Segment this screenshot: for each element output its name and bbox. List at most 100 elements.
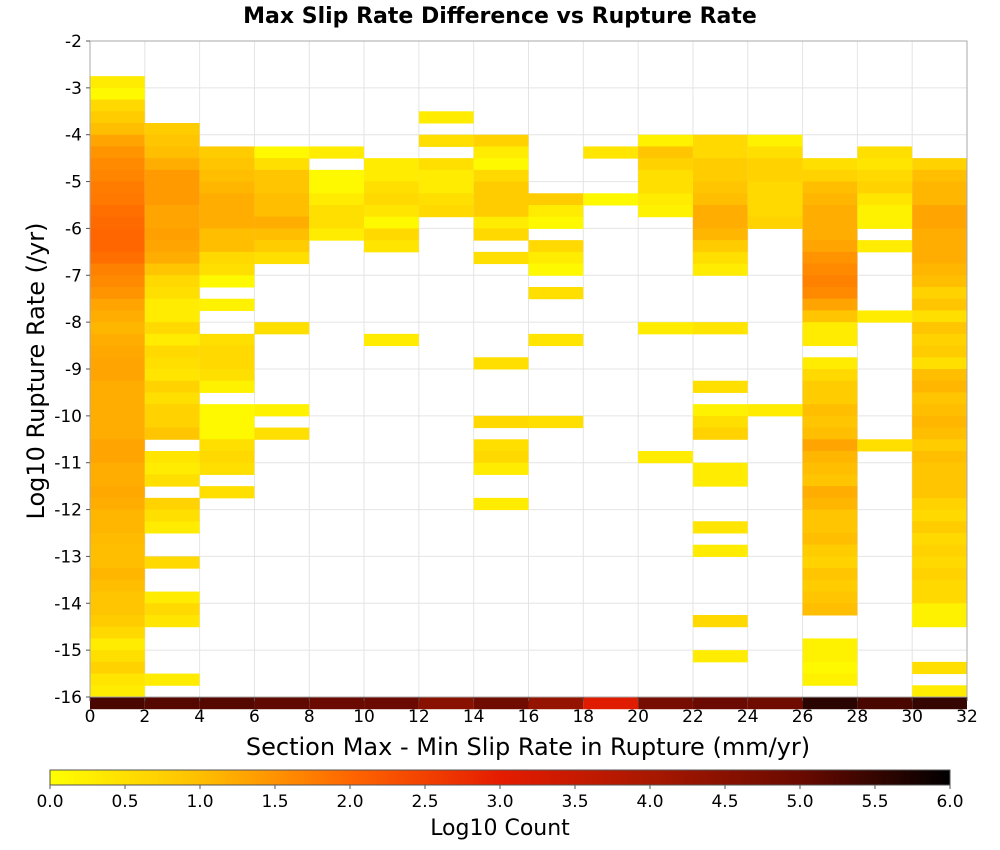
colorbar-tick-label: 0.0: [36, 792, 63, 812]
heatmap-cell: [802, 591, 858, 604]
heatmap-cell: [802, 216, 858, 229]
heatmap-cell: [364, 158, 419, 171]
heatmap-cell: [199, 298, 255, 311]
heatmap-cell: [802, 521, 858, 534]
heatmap-cell: [199, 486, 255, 499]
heatmap-cell: [90, 322, 145, 335]
heatmap-cell: [802, 544, 858, 557]
heatmap-cell: [199, 462, 255, 475]
colorbar-tick-label: 5.5: [861, 792, 888, 812]
heatmap-cell: [528, 240, 584, 253]
heatmap-cell: [912, 603, 967, 616]
heatmap-cell: [254, 169, 310, 183]
heatmap-cell: [144, 298, 200, 311]
heatmap-cell: [144, 462, 200, 475]
heatmap-cell: [144, 392, 200, 405]
x-tick-label: 2: [139, 707, 150, 727]
heatmap-cell: [857, 439, 913, 452]
heatmap-cell: [802, 533, 858, 546]
heatmap-cell: [528, 251, 584, 265]
heatmap-cell: [692, 263, 748, 276]
heatmap-cell: [144, 146, 200, 159]
colorbar-tick-label: 2.5: [411, 792, 438, 812]
heatmap-cell: [254, 240, 310, 253]
heatmap-cell: [802, 357, 858, 370]
heatmap-cell: [90, 380, 145, 393]
x-tick-label: 28: [847, 707, 869, 727]
heatmap-cell: [144, 158, 200, 171]
heatmap-cell: [528, 287, 584, 300]
heatmap-cell: [802, 240, 858, 253]
heatmap-cell: [144, 251, 200, 265]
heatmap-cell: [912, 568, 967, 581]
heatmap-cell: [254, 216, 310, 229]
heatmap-cell: [90, 146, 145, 159]
heatmap-cell: [473, 205, 529, 218]
heatmap-cell: [144, 404, 200, 417]
heatmap-cell: [802, 181, 858, 194]
heatmap-cell: [309, 193, 365, 206]
heatmap-cell: [912, 333, 967, 347]
heatmap-cell: [857, 240, 913, 253]
heatmap-cell: [912, 544, 967, 557]
y-tick-label: -5: [65, 173, 82, 193]
heatmap-cell: [912, 263, 967, 276]
heatmap-cell: [90, 685, 145, 698]
heatmap-cell: [747, 169, 803, 183]
heatmap-cell: [90, 216, 145, 229]
heatmap-cell: [912, 369, 967, 382]
heatmap-cell: [692, 193, 748, 206]
heatmap-cell: [528, 193, 584, 206]
heatmap-cell: [199, 275, 255, 288]
heatmap-cell: [638, 697, 693, 710]
heatmap-cell: [90, 87, 145, 101]
heatmap-cell: [638, 181, 693, 194]
heatmap-cell: [473, 497, 529, 511]
heatmap-cell: [90, 99, 145, 112]
heatmap-cell: [199, 158, 255, 171]
heatmap-cell: [638, 169, 693, 183]
heatmap-cell: [144, 451, 200, 464]
heatmap-cell: [692, 415, 748, 429]
heatmap-cell: [144, 134, 200, 147]
x-tick-label: 8: [304, 707, 315, 727]
heatmap-cell: [199, 697, 255, 710]
heatmap-cell: [473, 169, 529, 183]
x-tick-label: 20: [627, 707, 649, 727]
heatmap-cell: [144, 415, 200, 429]
heatmap-cell: [90, 263, 145, 276]
colorbar-ticks: 0.0 0.5 1.0 1.5 2.0 2.5 3.0 3.5 4.0 4.5 5.0 5.5 6.0: [36, 785, 964, 812]
colorbar-tick-label: 3.0: [486, 792, 513, 812]
colorbar-label: Log10 Count: [430, 816, 570, 841]
x-tick-label: 26: [792, 707, 814, 727]
heatmap-cell: [90, 193, 145, 206]
heatmap-cell: [144, 228, 200, 241]
heatmap-cell: [912, 591, 967, 604]
heatmap-cell: [144, 345, 200, 358]
heatmap-cell: [528, 263, 584, 276]
heatmap-cell: [254, 322, 310, 335]
heatmap-cell: [254, 158, 310, 171]
heatmap-cells: [90, 76, 967, 710]
heatmap-cell: [802, 661, 858, 675]
heatmap-cell: [90, 451, 145, 464]
heatmap-cell: [90, 404, 145, 417]
y-tick-label: -7: [65, 266, 82, 286]
heatmap-cell: [802, 310, 858, 323]
heatmap-cell: [418, 169, 474, 183]
heatmap-cell: [802, 392, 858, 405]
heatmap-cell: [199, 333, 255, 347]
heatmap-cell: [692, 697, 748, 710]
heatmap-cell: [90, 392, 145, 405]
heatmap-cell: [418, 134, 474, 147]
heatmap-cell: [309, 697, 365, 710]
heatmap-cell: [144, 263, 200, 276]
heatmap-cell: [90, 533, 145, 546]
heatmap-cell: [90, 615, 145, 628]
heatmap-cell: [912, 310, 967, 323]
colorbar-tick-label: 1.5: [261, 792, 288, 812]
heatmap-cell: [747, 146, 803, 159]
heatmap-cell: [747, 134, 803, 147]
heatmap-cell: [528, 205, 584, 218]
y-tick-label: -10: [54, 407, 82, 427]
